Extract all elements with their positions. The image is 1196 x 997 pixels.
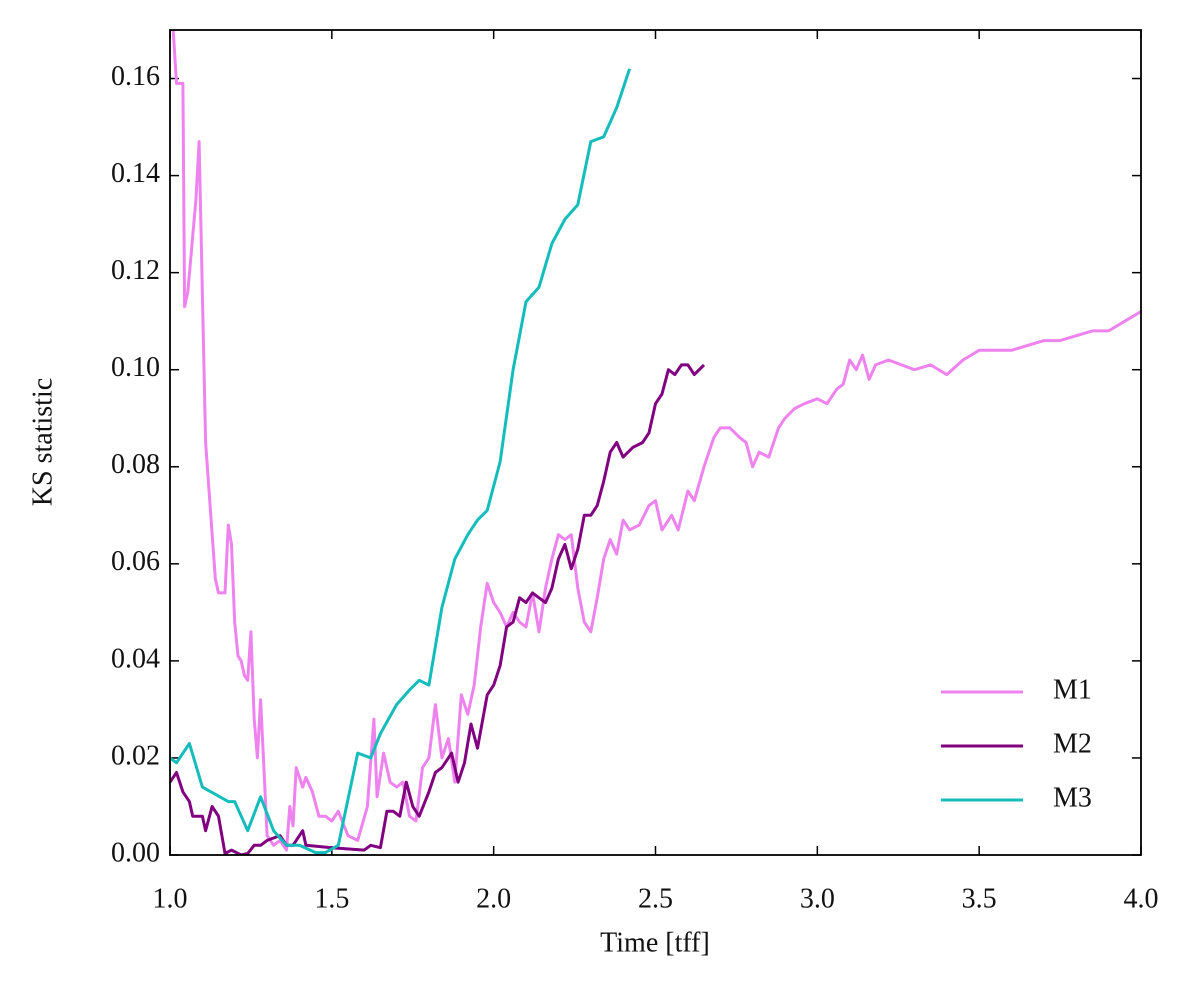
plot-frame (169, 29, 1142, 856)
x-tick-label: 2.0 (476, 883, 511, 914)
y-tick-label: 0.12 (111, 255, 160, 286)
x-axis-label: Time [tff] (600, 927, 710, 958)
series-line (170, 363, 706, 855)
x-tick-label: 3.0 (800, 883, 835, 914)
legend-label: M1 (1053, 674, 1092, 705)
y-tick-label: 0.06 (111, 546, 160, 577)
x-tick-label: 3.5 (962, 883, 997, 914)
y-tick-label: 0.08 (111, 449, 160, 480)
x-tick-label: 1.5 (314, 883, 349, 914)
y-tick-label: 0.14 (111, 158, 160, 189)
series-line (170, 68, 632, 855)
y-tick-label: 0.10 (111, 352, 160, 383)
legend-label: M3 (1053, 782, 1092, 813)
y-axis-label: KS statistic (27, 378, 58, 506)
x-tick-label: 4.0 (1124, 883, 1159, 914)
y-tick-label: 0.00 (111, 837, 160, 868)
y-tick-label: 0.02 (111, 740, 160, 771)
x-tick-label: 2.5 (638, 883, 673, 914)
y-tick-label: 0.16 (111, 61, 160, 92)
legend-label: M2 (1053, 728, 1092, 759)
series-line (171, 30, 1141, 852)
x-tick-label: 1.0 (153, 883, 188, 914)
y-tick-label: 0.04 (111, 643, 160, 674)
